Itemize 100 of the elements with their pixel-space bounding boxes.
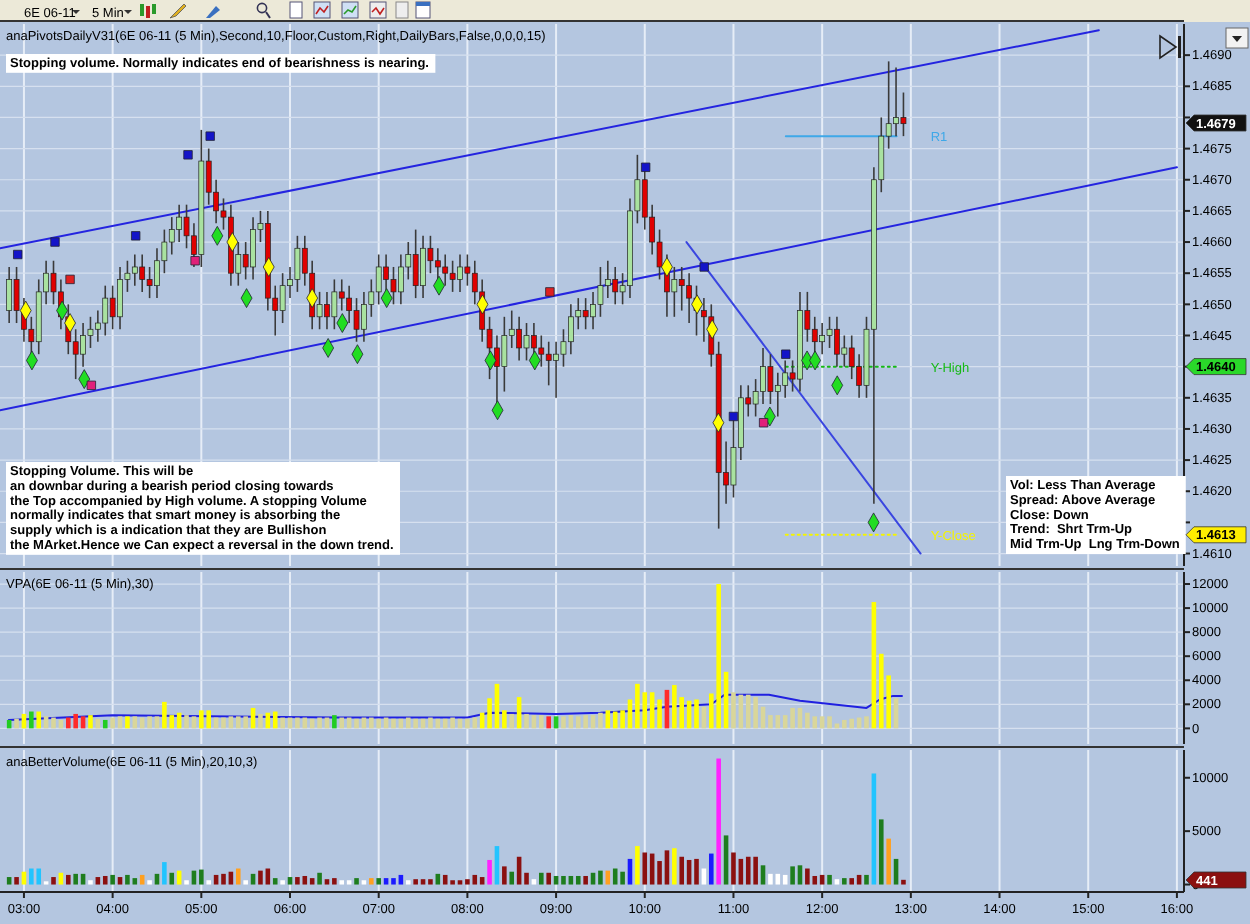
candlestick bbox=[80, 322, 86, 368]
candlestick bbox=[826, 316, 833, 349]
bar bbox=[531, 879, 537, 885]
point bbox=[205, 131, 215, 141]
bar bbox=[775, 873, 781, 885]
bar bbox=[162, 862, 167, 885]
candlestick bbox=[841, 334, 848, 368]
candlestick bbox=[516, 316, 522, 362]
bar bbox=[369, 878, 374, 885]
bar bbox=[546, 716, 551, 729]
candlestick bbox=[139, 253, 146, 293]
bar bbox=[339, 717, 345, 729]
bar bbox=[642, 852, 648, 885]
bar bbox=[428, 879, 433, 885]
bar bbox=[88, 715, 93, 729]
candlestick bbox=[582, 297, 589, 331]
bar bbox=[250, 873, 256, 885]
bar bbox=[575, 875, 581, 885]
bar bbox=[272, 878, 278, 885]
bar bbox=[125, 716, 130, 729]
bar bbox=[878, 819, 884, 885]
bar bbox=[509, 713, 515, 729]
bar bbox=[805, 712, 810, 729]
candlestick bbox=[131, 253, 138, 287]
bar bbox=[731, 692, 736, 729]
bar bbox=[731, 852, 736, 885]
bar bbox=[716, 584, 721, 729]
candlestick bbox=[154, 247, 160, 299]
bar bbox=[73, 873, 78, 885]
bar bbox=[14, 877, 19, 885]
candlestick bbox=[545, 340, 552, 387]
candlestick bbox=[6, 266, 13, 324]
bar bbox=[420, 879, 426, 885]
candlestick bbox=[294, 235, 301, 293]
bar bbox=[635, 683, 640, 729]
candlestick bbox=[834, 316, 840, 368]
candlestick bbox=[553, 340, 559, 399]
bar bbox=[369, 717, 374, 729]
bar bbox=[553, 875, 559, 885]
bar bbox=[235, 868, 241, 885]
candlestick bbox=[568, 303, 574, 355]
candlestick bbox=[102, 284, 109, 337]
candlestick bbox=[375, 253, 382, 306]
bar bbox=[583, 715, 588, 729]
bar bbox=[354, 878, 359, 885]
bar bbox=[376, 878, 381, 885]
candlestick bbox=[250, 216, 256, 281]
bar bbox=[561, 875, 566, 885]
bar bbox=[849, 878, 854, 885]
bar bbox=[842, 719, 847, 729]
bar bbox=[221, 873, 226, 885]
bar bbox=[864, 716, 869, 729]
candlestick bbox=[420, 235, 426, 299]
bar bbox=[805, 868, 810, 885]
bar bbox=[509, 871, 515, 885]
bar bbox=[442, 874, 448, 885]
bar bbox=[213, 874, 219, 885]
point bbox=[86, 380, 96, 390]
bar bbox=[856, 874, 862, 885]
bar bbox=[139, 874, 145, 885]
bar bbox=[864, 874, 869, 885]
point bbox=[758, 418, 769, 428]
bar bbox=[768, 715, 773, 729]
bar bbox=[708, 853, 714, 885]
bar bbox=[391, 718, 396, 729]
candlestick bbox=[900, 91, 907, 137]
bar bbox=[221, 717, 226, 729]
bar bbox=[95, 877, 101, 885]
candlestick bbox=[449, 259, 456, 293]
bar bbox=[383, 878, 389, 885]
bar bbox=[317, 872, 322, 885]
bar bbox=[753, 697, 758, 729]
bar bbox=[332, 715, 337, 729]
candlestick bbox=[412, 228, 419, 299]
bar bbox=[575, 716, 581, 729]
line-series bbox=[7, 693, 903, 721]
point bbox=[190, 256, 200, 266]
bar bbox=[819, 874, 825, 885]
bar bbox=[612, 711, 618, 729]
bar bbox=[539, 715, 544, 729]
bar bbox=[14, 718, 19, 729]
bar bbox=[302, 875, 308, 885]
bar bbox=[827, 874, 832, 885]
bar bbox=[450, 717, 455, 729]
bar bbox=[502, 866, 507, 885]
bar bbox=[405, 717, 411, 729]
bar bbox=[465, 879, 470, 885]
bar bbox=[760, 865, 766, 885]
bar bbox=[235, 716, 241, 729]
bar bbox=[169, 872, 175, 885]
bar bbox=[243, 716, 248, 729]
point bbox=[65, 274, 75, 285]
point bbox=[50, 237, 60, 247]
bar bbox=[635, 846, 640, 885]
point bbox=[13, 249, 23, 260]
point bbox=[183, 150, 193, 160]
bar bbox=[901, 879, 906, 885]
bar bbox=[36, 868, 42, 885]
bar bbox=[199, 710, 204, 729]
bar bbox=[672, 685, 677, 729]
